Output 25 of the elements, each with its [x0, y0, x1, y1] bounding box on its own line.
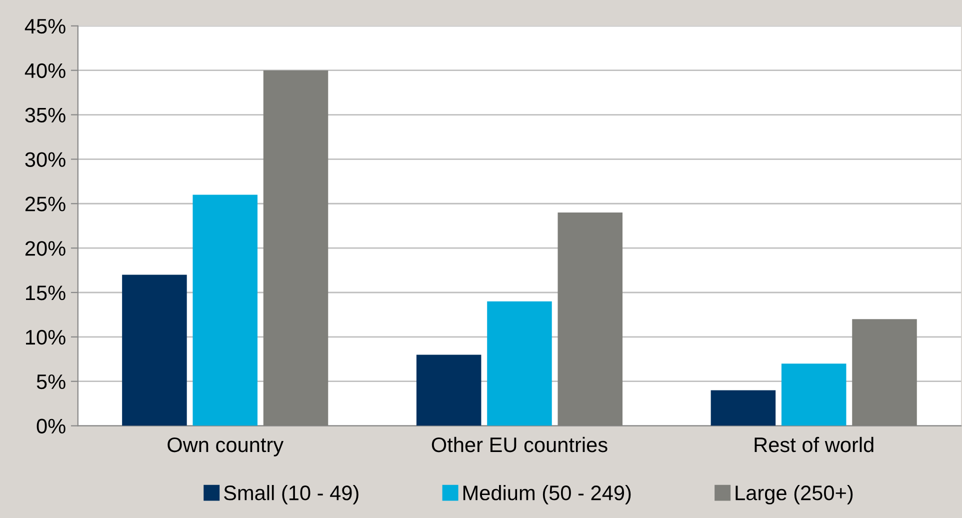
- bar: [263, 70, 328, 426]
- y-tick-label: 40%: [24, 63, 66, 78]
- bar: [710, 390, 776, 426]
- legend-label: Medium (50 - 249): [463, 485, 631, 504]
- y-tick-label: 45%: [24, 18, 66, 34]
- x-tick-label: Rest of world: [754, 436, 874, 452]
- y-tick-label: 35%: [25, 108, 66, 123]
- bar: [781, 364, 846, 426]
- bar: [852, 319, 917, 426]
- y-tick-label: 20%: [25, 241, 66, 256]
- bar: [122, 274, 187, 426]
- y-tick-label: 10%: [26, 330, 66, 345]
- x-tick-label: Other EU countries: [432, 436, 608, 452]
- y-tick-label: 5%: [36, 374, 66, 390]
- y-tick-label: 25%: [25, 196, 66, 212]
- bar: [192, 194, 258, 426]
- y-tick-label: 15%: [26, 286, 66, 300]
- x-tick-label: Own country: [168, 437, 284, 456]
- bar: [558, 212, 623, 426]
- bar: [487, 301, 552, 426]
- y-tick-label: 30%: [25, 152, 66, 167]
- bar: [416, 354, 482, 426]
- y-tick-label: 0%: [36, 418, 66, 434]
- legend-label: Small (10 - 49): [224, 485, 358, 504]
- legend-label: Large (250+): [736, 485, 853, 504]
